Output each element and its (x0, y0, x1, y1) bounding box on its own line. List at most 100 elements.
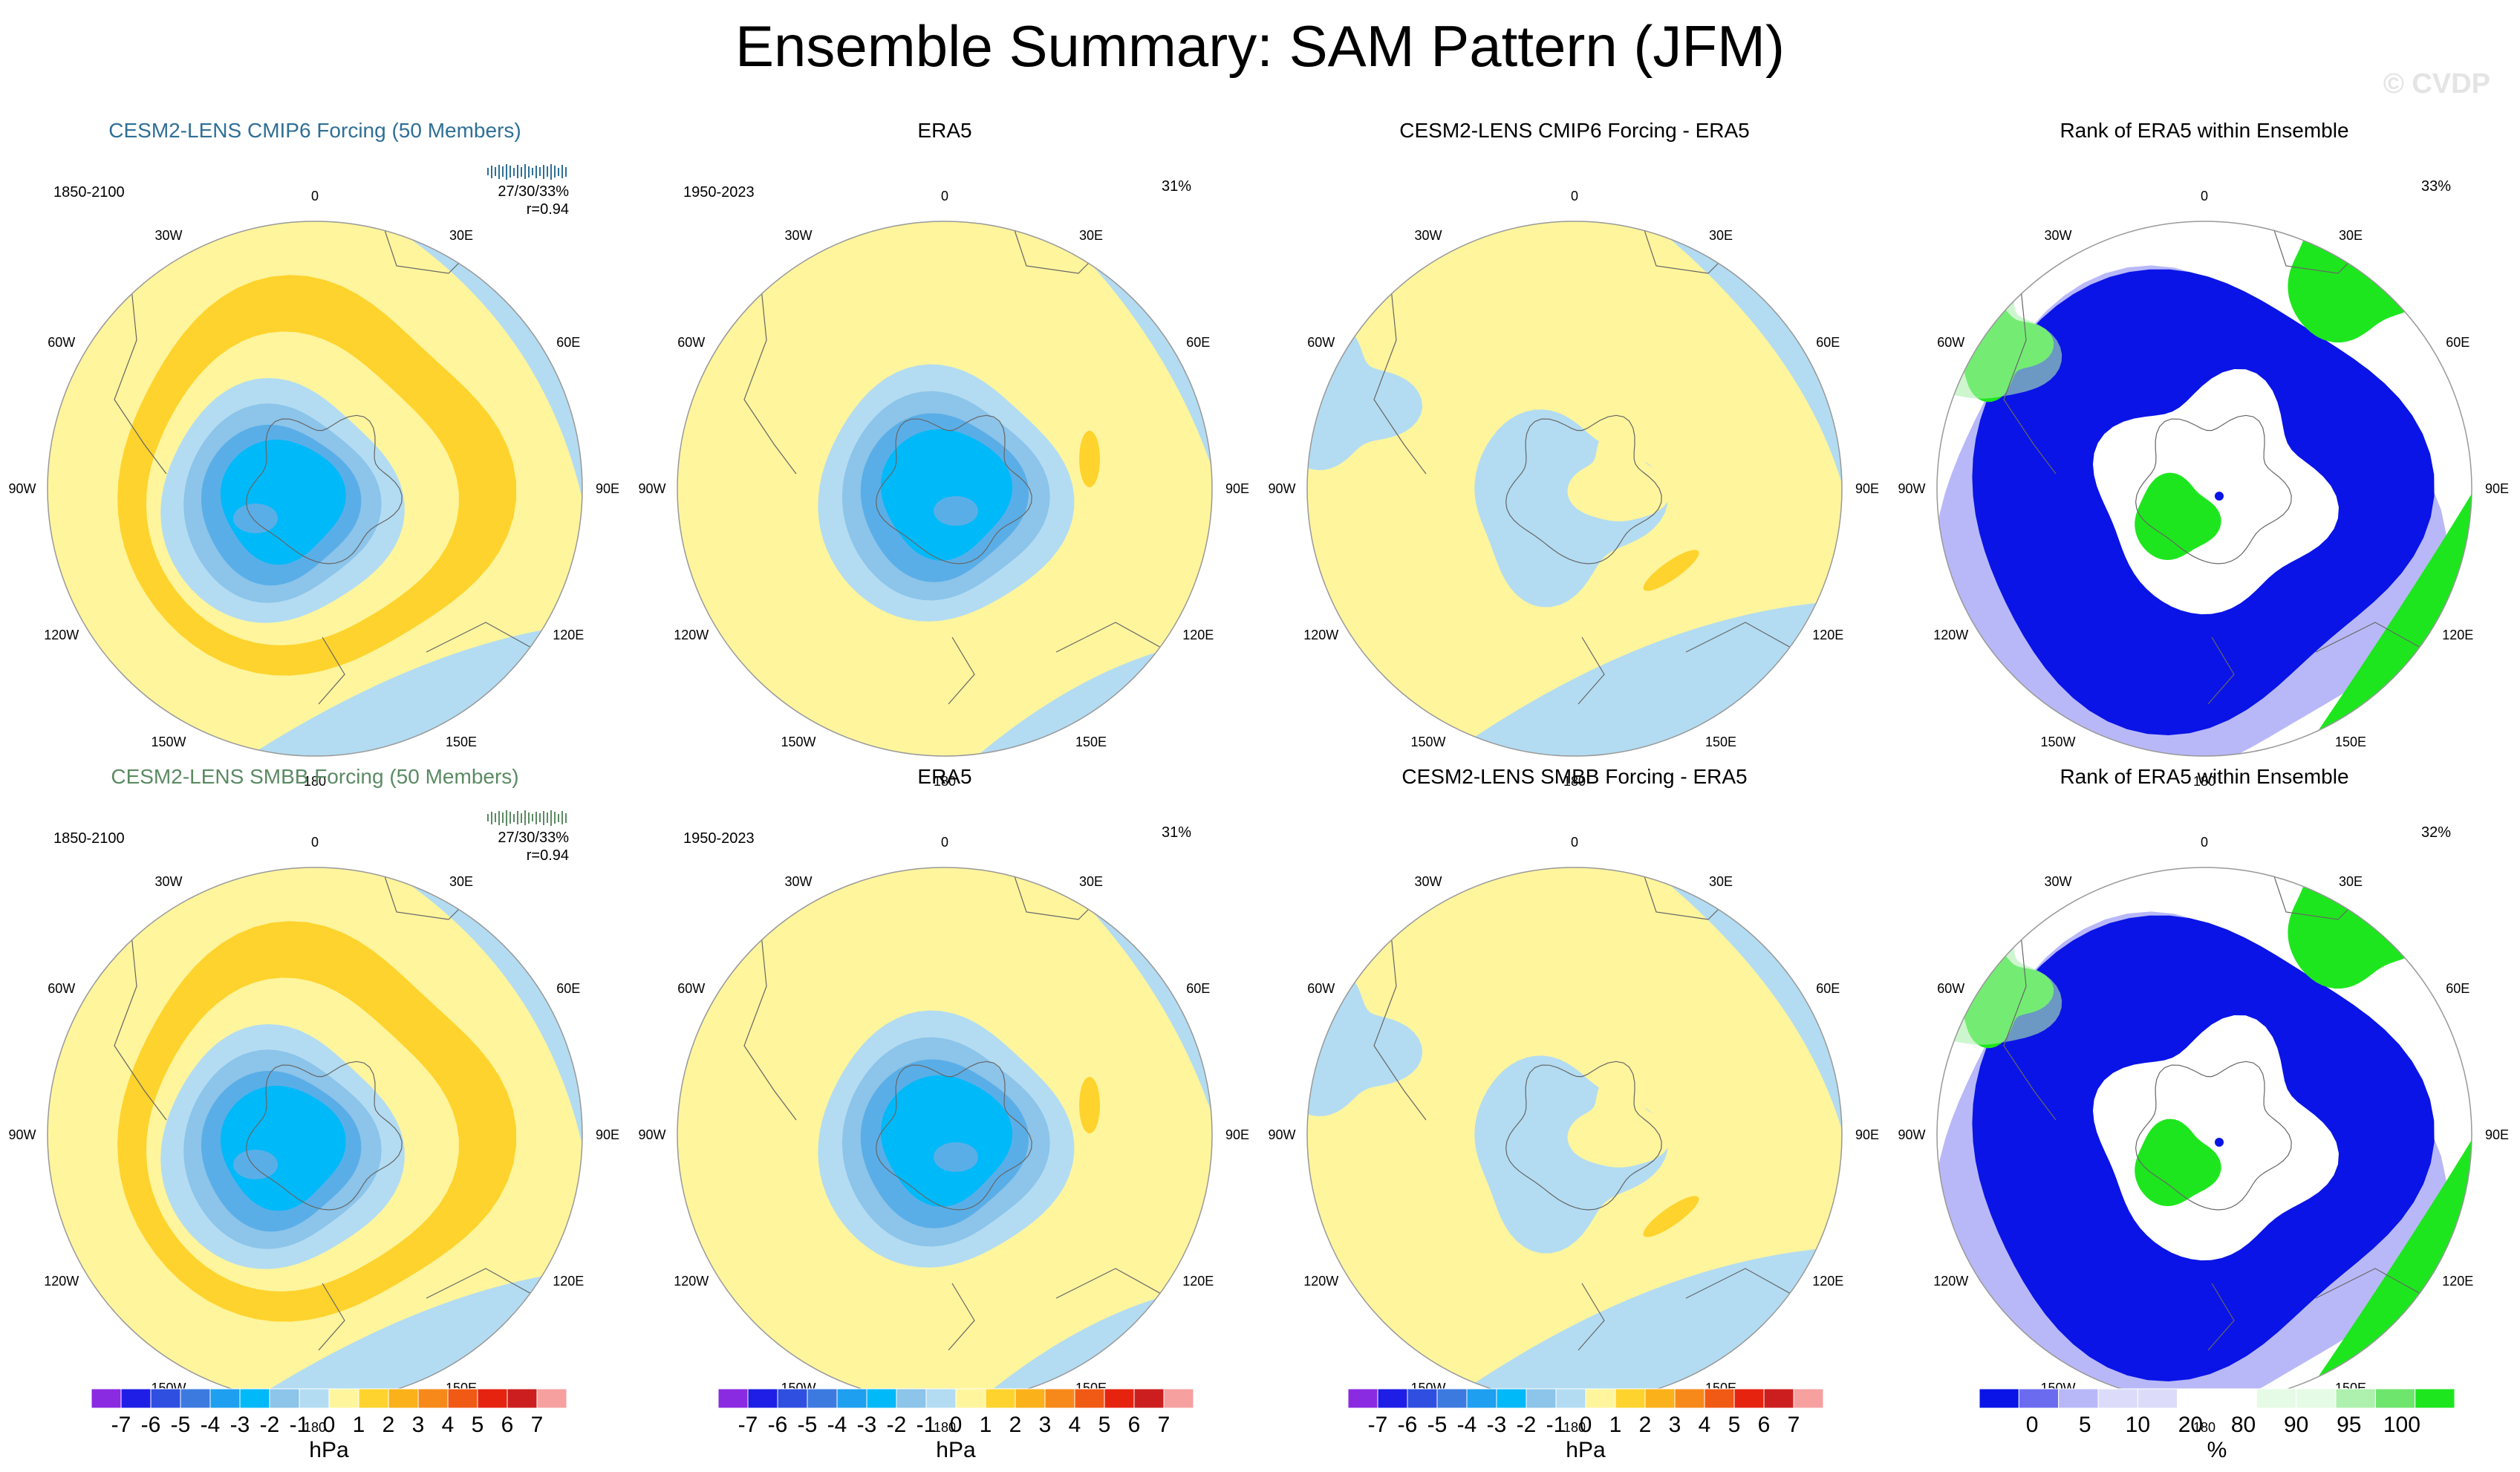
longitude-label: 60W (1307, 981, 1335, 996)
member-tick (565, 166, 567, 177)
colorbar-tick-label: 6 (1128, 1413, 1141, 1437)
colorbar-swatch (1585, 1388, 1616, 1409)
map-fill (677, 221, 1212, 756)
positive-region (1567, 1069, 1671, 1167)
colorbar-swatch (328, 1388, 359, 1409)
colorbar-swatch (2137, 1388, 2178, 1409)
period-label: 1850-2100 (53, 830, 125, 847)
longitude-label: 30W (154, 874, 182, 889)
longitude-label: 30E (2339, 874, 2363, 889)
colorbar-swatch (985, 1388, 1016, 1409)
longitude-label: 60W (48, 981, 75, 996)
colorbar-tick-label: -1 (290, 1413, 310, 1437)
map-fill (48, 867, 582, 1402)
colorbar-swatch (417, 1388, 449, 1409)
longitude-label: 120E (1812, 1274, 1843, 1289)
panel-title: Rank of ERA5 within Ensemble (2060, 765, 2349, 788)
colorbar-swatch (1555, 1388, 1586, 1409)
colorbar-unit: hPa (309, 1438, 349, 1462)
colorbar-swatch (1615, 1388, 1646, 1409)
member-tick (528, 812, 530, 824)
colorbar-tick-label: 4 (1699, 1413, 1711, 1437)
panel-title: Rank of ERA5 within Ensemble (2060, 119, 2349, 142)
colorbar-tick-label: 20 (2178, 1413, 2203, 1437)
member-tick (535, 165, 537, 178)
longitude-label: 90E (596, 1127, 619, 1142)
longitude-label: 30W (1414, 874, 1442, 889)
rank-high-region (2135, 1118, 2221, 1206)
negative-core (233, 1150, 278, 1179)
colorbar-hpa: -7 -6 -5 -4 -3 -2 -1 0 1 2 3 4 5 6 7 hPa (717, 1388, 1194, 1462)
panel-ens-cmip6: CESM2-LENS CMIP6 Forcing (50 Members) 18… (0, 119, 630, 789)
member-tick (498, 810, 500, 825)
longitude-label: 120E (553, 1274, 584, 1289)
colorbar-swatch (358, 1388, 389, 1409)
member-tick (498, 164, 500, 179)
member-tick (521, 812, 522, 823)
positive-region (1079, 1077, 1100, 1133)
south-america-coastline (743, 265, 797, 475)
longitude-label: 180 (2193, 1420, 2215, 1435)
longitude-label: 120W (674, 628, 709, 642)
colorbar-tick-label: -5 (1427, 1413, 1448, 1437)
negative-core (880, 429, 1013, 561)
member-tick (495, 813, 496, 822)
colorbar-tick-label: 10 (2126, 1413, 2150, 1437)
colorbar-tick-label: 2 (1639, 1413, 1652, 1437)
negative-core (233, 504, 278, 533)
member-tick (528, 166, 530, 178)
colorbar-swatch (2335, 1388, 2376, 1409)
colorbar-swatch (717, 1388, 749, 1409)
longitude-label: 90E (1855, 481, 1879, 496)
longitude-label: 180 (304, 774, 326, 789)
colorbar-swatch (239, 1388, 270, 1409)
colorbar-swatch (180, 1388, 211, 1409)
longitude-label: 180 (304, 1420, 326, 1435)
colorbar-tick-label: 0 (950, 1413, 963, 1437)
longitude-label: 120W (1933, 628, 1968, 642)
longitude-label: 60W (1937, 335, 1964, 350)
member-stripe (458, 160, 569, 183)
member-tick (543, 164, 544, 179)
longitude-label: 120W (44, 628, 79, 642)
panel-era5: ERA5 1950-2023 31% 0 30E 60E 90E 120E 150E 180… (630, 119, 1260, 789)
colorbar-tick-label: 2 (382, 1413, 395, 1437)
colorbar-tick-label: 0 (2026, 1413, 2039, 1437)
colorbar-swatch (2415, 1388, 2455, 1409)
longitude-label: 90E (1225, 1127, 1249, 1142)
colorbar-tick-label: 0 (323, 1413, 336, 1437)
colorbar-tick-label: -7 (738, 1413, 758, 1437)
member-tick (524, 164, 526, 179)
longitude-label: 60E (2446, 981, 2469, 996)
longitude-label: 90E (596, 481, 619, 496)
colorbar-swatch (536, 1388, 567, 1409)
longitude-label: 60W (1937, 981, 1964, 996)
colorbar-swatch (2177, 1388, 2218, 1409)
south-america-coastline (2003, 911, 2057, 1121)
colorbar-tick-label: -5 (798, 1413, 818, 1437)
colorbar-swatch (2058, 1388, 2099, 1409)
longitude-label: 30W (1414, 228, 1442, 243)
colorbar-tick-label: -1 (1546, 1413, 1566, 1437)
colorbar-tick-label: -3 (230, 1413, 250, 1437)
rank-percent: 32% (2421, 824, 2452, 841)
longitude-label: 0 (1571, 189, 1578, 203)
rank-pole-spot (2215, 492, 2224, 501)
rank-high-region (2135, 472, 2221, 560)
member-tick (491, 165, 492, 178)
member-tick (487, 168, 489, 175)
map-fill (1307, 221, 1842, 756)
longitude-label: 0 (2201, 189, 2208, 203)
longitude-label: 0 (1571, 835, 1578, 850)
longitude-label: 150E (446, 735, 477, 749)
member-tick (517, 165, 518, 178)
map-border (1936, 221, 2472, 757)
colorbar-swatch (2296, 1388, 2337, 1409)
colorbar-swatch (896, 1388, 927, 1409)
colorbar-tick-label: 3 (1039, 1413, 1052, 1437)
longitude-label: 30W (154, 228, 182, 243)
member-tick (554, 166, 556, 178)
member-tick (547, 166, 548, 177)
